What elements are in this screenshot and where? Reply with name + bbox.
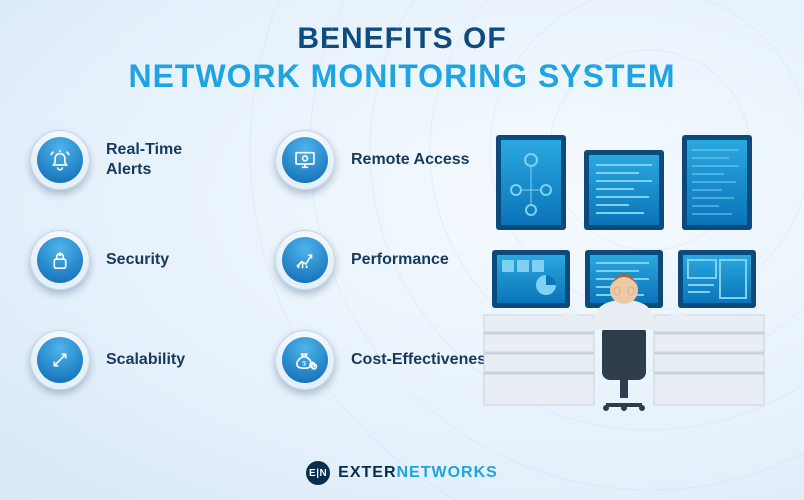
- title-line1: BENEFITS OF: [0, 22, 804, 56]
- monitor-icon: [275, 130, 335, 190]
- chart-up-icon: [275, 230, 335, 290]
- benefit-label: Performance: [351, 250, 449, 270]
- lock-icon: [30, 230, 90, 290]
- title-line2: NETWORK MONITORING SYSTEM: [0, 58, 804, 95]
- operator-illustration: [474, 115, 774, 415]
- svg-text:$: $: [302, 361, 306, 368]
- title-block: BENEFITS OF NETWORK MONITORING SYSTEM: [0, 0, 804, 95]
- benefit-item: Scalability: [30, 330, 265, 390]
- bell-icon: [30, 130, 90, 190]
- benefits-grid: Real-TimeAlerts Remote Access Security: [30, 130, 510, 390]
- benefit-item: Security: [30, 230, 265, 290]
- benefit-label: Real-TimeAlerts: [106, 140, 182, 180]
- footer: E|N EXTERNETWORKS: [0, 461, 804, 485]
- benefit-label: Remote Access: [351, 150, 470, 170]
- benefit-label: Security: [106, 250, 169, 270]
- money-bag-icon: $: [275, 330, 335, 390]
- brand-name: EXTERNETWORKS: [338, 464, 498, 482]
- brand-logo-icon: E|N: [306, 461, 330, 485]
- benefit-label: Scalability: [106, 350, 185, 370]
- arrows-expand-icon: [30, 330, 90, 390]
- benefit-item: Real-TimeAlerts: [30, 130, 265, 190]
